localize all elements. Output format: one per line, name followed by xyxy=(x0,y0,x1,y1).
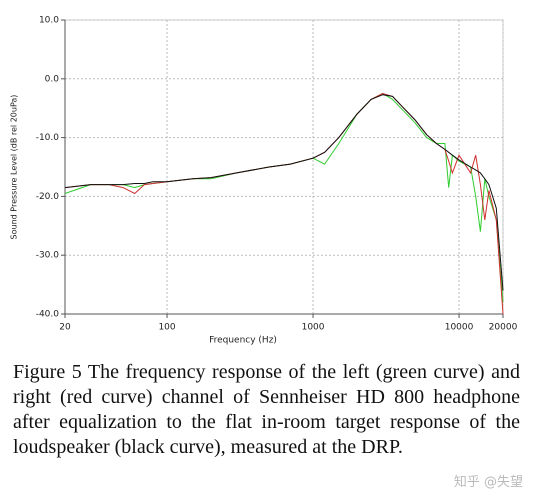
series-line xyxy=(64,94,504,291)
x-tick-label: 10000 xyxy=(445,323,474,333)
x-tick-label: 20 xyxy=(59,323,71,333)
caption: Figure 5 The frequency response of the l… xyxy=(13,361,520,458)
y-tick-label: -10.0 xyxy=(36,133,60,143)
y-tick-label: -30.0 xyxy=(36,251,60,261)
chart: Frequency (Hz) Sound Pressure Level (dB … xyxy=(10,16,518,346)
y-tick-label: -40.0 xyxy=(36,310,60,320)
x-axis-label: Frequency (Hz) xyxy=(209,336,277,346)
x-tick-label: 100 xyxy=(158,323,175,333)
y-axis-label: Sound Pressure Level (dB rel 20uPa) xyxy=(10,95,19,240)
plot-area xyxy=(64,19,504,315)
y-tick-label: 10.0 xyxy=(39,16,59,26)
x-tick-label: 1000 xyxy=(302,323,325,333)
watermark: 知乎 @失望 xyxy=(453,475,523,490)
x-tick-label: 20000 xyxy=(489,323,518,333)
y-tick-label: -20.0 xyxy=(36,192,60,202)
y-tick-label: 0.0 xyxy=(45,74,60,84)
